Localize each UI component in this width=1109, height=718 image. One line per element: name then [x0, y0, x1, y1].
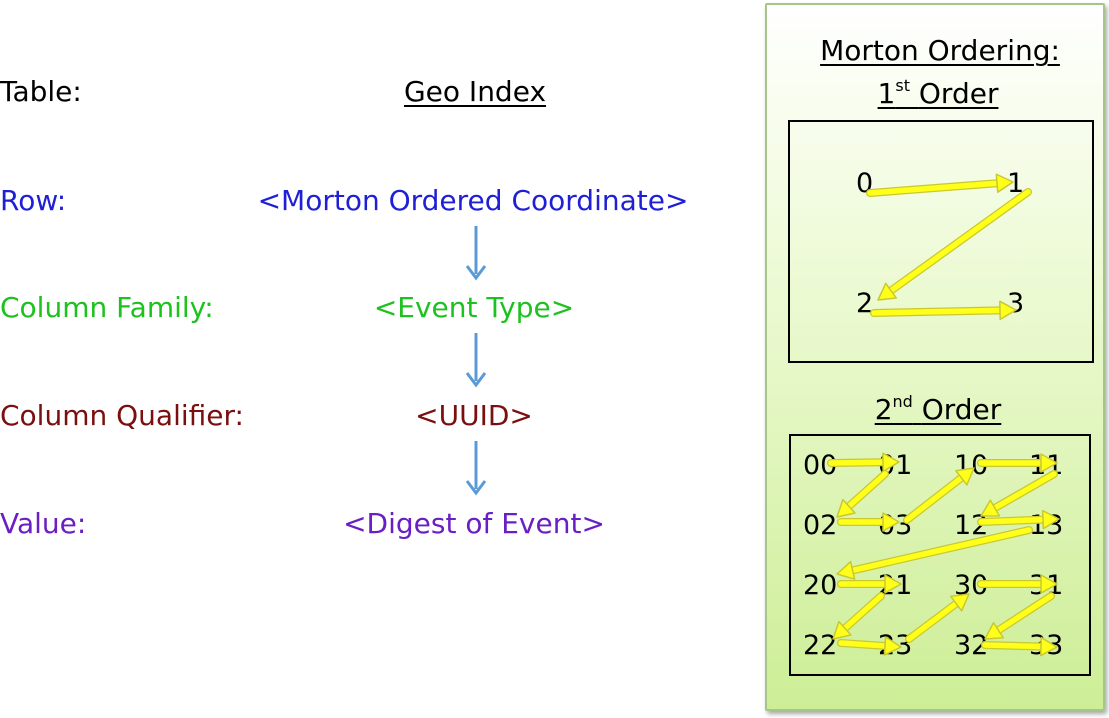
first-order-title: 1st Order	[877, 76, 999, 110]
arrowhead-icon	[884, 574, 902, 594]
down-arrow-icon	[465, 226, 487, 281]
z-order-curve-second	[827, 452, 1060, 657]
cell-label: 2	[856, 288, 874, 319]
arrow-shaft	[842, 593, 884, 632]
column-family-value: <Event Type>	[373, 291, 575, 324]
arrowhead-icon	[1040, 636, 1058, 657]
cell-label: 22	[803, 630, 838, 661]
arrow-shaft	[838, 640, 888, 649]
arrowhead-icon	[999, 300, 1017, 321]
column-qualifier-value: <UUID>	[415, 399, 533, 432]
value-value: <Digest of Event>	[343, 507, 605, 540]
table-name: Geo Index	[403, 75, 547, 108]
down-arrow-icon	[465, 441, 487, 496]
arrowhead-icon	[836, 560, 856, 580]
arrowhead-icon	[984, 621, 1005, 640]
arrow-shaft	[904, 475, 965, 523]
arrow-shaft	[995, 593, 1054, 634]
arrowhead-icon	[882, 452, 900, 472]
arrow-shaft	[982, 642, 1044, 650]
table-label: Table:	[0, 75, 82, 108]
arrow-shaft	[992, 471, 1057, 511]
cell-label: 20	[803, 570, 838, 601]
arrowhead-icon	[950, 593, 970, 612]
second-order-title: 2nd Order	[874, 392, 1002, 426]
arrowhead-icon	[877, 282, 897, 301]
arrowhead-icon	[882, 512, 900, 532]
value-label: Value:	[0, 507, 87, 540]
arrowhead-icon	[995, 173, 1014, 193]
arrowhead-icon	[836, 498, 856, 518]
arrow-shaft	[867, 180, 1000, 196]
row-value: <Morton Ordered Coordinate>	[257, 184, 689, 217]
arrowhead-icon	[955, 467, 975, 486]
arrow-shaft	[978, 516, 1046, 525]
z-order-curve-first	[866, 173, 1032, 321]
arrow-shaft	[871, 307, 1003, 316]
column-family-label: Column Family:	[0, 291, 214, 324]
arrow-shaft	[849, 527, 1032, 574]
arrowhead-icon	[832, 620, 852, 640]
column-qualifier-label: Column Qualifier:	[0, 399, 244, 432]
arrowhead-icon	[1040, 453, 1058, 473]
arrow-shaft	[906, 600, 959, 642]
arrowhead-icon	[1041, 509, 1060, 530]
arrow-shaft	[888, 189, 1031, 294]
panel-title: Morton Ordering:	[820, 34, 1060, 67]
first-order-grid	[788, 120, 1094, 363]
arrowhead-icon	[883, 636, 902, 656]
cell-label: 1	[1007, 168, 1025, 199]
row-label: Row:	[0, 184, 67, 217]
cell-label: 02	[803, 510, 838, 541]
second-order-grid	[789, 434, 1091, 676]
arrowhead-icon	[980, 499, 1001, 517]
down-arrow-icon	[465, 333, 487, 388]
arrow-shaft	[828, 459, 886, 466]
arrowhead-icon	[1040, 574, 1058, 594]
arrow-shaft	[846, 471, 888, 510]
